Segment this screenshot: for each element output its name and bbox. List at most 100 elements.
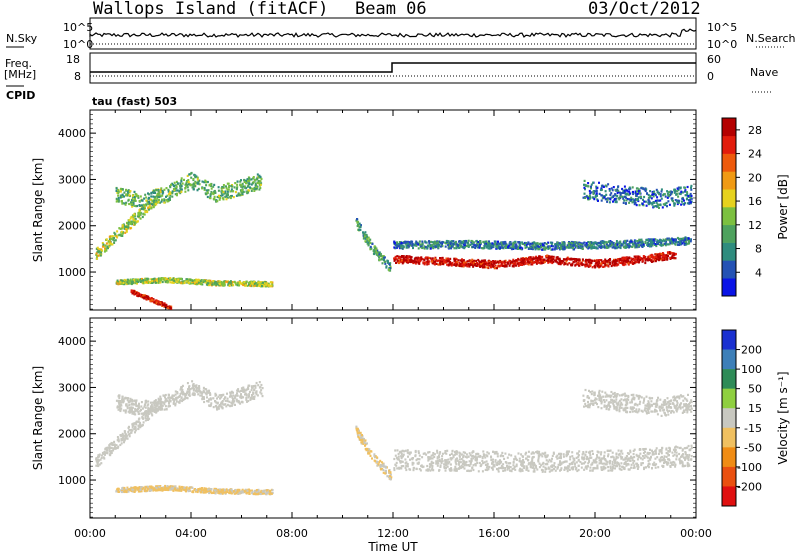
power-cell (457, 259, 460, 262)
power-cell (570, 241, 573, 245)
power-cell (670, 237, 673, 240)
power-cell (547, 259, 550, 263)
velocity-cell (236, 389, 239, 392)
power-cell (634, 192, 637, 195)
power-cell (372, 249, 375, 252)
velocity-cell (120, 401, 123, 404)
velocity-cell (122, 409, 125, 412)
power-cell (551, 248, 554, 251)
power-cell (143, 213, 146, 216)
power-cell (154, 302, 157, 305)
power-cell (593, 259, 596, 263)
velocity-cell (129, 408, 132, 411)
power-cell (437, 241, 439, 244)
power-cell (525, 258, 528, 261)
power-cell (515, 245, 518, 248)
power-cell (357, 223, 359, 226)
power-cell (579, 242, 582, 245)
power-cell (531, 248, 534, 251)
power-cell (115, 197, 118, 200)
power-cell (222, 197, 224, 200)
power-cell (471, 263, 474, 267)
power-cell (429, 247, 432, 250)
power-cell (534, 259, 537, 262)
power-cell (152, 189, 155, 192)
power-cell (143, 204, 146, 207)
power-cell (246, 178, 249, 181)
power-cell (644, 261, 647, 265)
power-cell (118, 227, 121, 230)
velocity-cell (188, 391, 191, 394)
power-cell (628, 244, 631, 248)
power-cell (140, 207, 143, 210)
velocity-cell (133, 412, 136, 416)
power-cell (630, 257, 633, 260)
power-cell (400, 259, 403, 262)
power-cell (135, 278, 138, 281)
velocity-cell (124, 409, 127, 412)
power-cell (615, 264, 618, 267)
power-cell (463, 261, 465, 264)
velocity-cell (128, 406, 131, 409)
velocity-cell (117, 437, 120, 440)
velocity-cell (124, 396, 127, 399)
power-cell (609, 242, 612, 246)
power-cell (526, 242, 529, 245)
velocity-cell (209, 393, 212, 396)
power-cell (615, 242, 617, 245)
velocity-cell (151, 401, 154, 404)
power-cell (547, 245, 549, 249)
power-cell (259, 180, 262, 183)
power-cell (256, 173, 259, 176)
power-cell (642, 198, 644, 201)
power-cell (133, 190, 136, 193)
power-cell (589, 192, 592, 195)
power-cell (646, 241, 649, 244)
velocity-cell (146, 418, 149, 421)
power-cell (602, 242, 604, 245)
power-cell (634, 260, 637, 263)
power-cell (623, 195, 626, 198)
power-cell (414, 262, 417, 265)
power-cell (203, 187, 206, 190)
power-cell (230, 188, 233, 191)
power-cell (131, 280, 134, 283)
power-cell (426, 258, 429, 261)
power-cell (401, 244, 404, 247)
power-cell (624, 239, 627, 242)
velocity-cell (110, 443, 113, 446)
velocity-cell (163, 408, 166, 411)
power-cell (263, 282, 266, 285)
power-cell (181, 182, 184, 185)
power-cell (600, 259, 603, 262)
power-cell (659, 243, 662, 247)
power-cell (478, 246, 481, 249)
power-cell (253, 284, 256, 287)
power-cell (127, 190, 130, 194)
power-cell (565, 246, 568, 249)
power-cell (529, 246, 532, 249)
power-cell (412, 261, 415, 265)
power-ytick-label: 3000 (58, 173, 86, 186)
power-cell (113, 241, 116, 244)
power-cell (196, 182, 199, 185)
velocity-cell (147, 411, 150, 414)
power-cell (547, 241, 550, 244)
power-cell (101, 249, 103, 252)
power-cell (484, 261, 487, 264)
power-cell (462, 265, 465, 268)
power-cell (137, 292, 139, 295)
power-cell (102, 245, 105, 248)
power-cell (180, 190, 183, 193)
power-cell (131, 223, 133, 226)
velocity-cell (169, 396, 172, 399)
power-cell (454, 257, 457, 260)
power-cell (614, 188, 617, 192)
power-cell (519, 258, 522, 261)
power-cell (238, 284, 241, 287)
power-cell (132, 290, 135, 293)
power-cell (254, 184, 257, 187)
power-cell (584, 188, 586, 191)
power-cell (625, 202, 627, 205)
power-cell (405, 242, 408, 245)
